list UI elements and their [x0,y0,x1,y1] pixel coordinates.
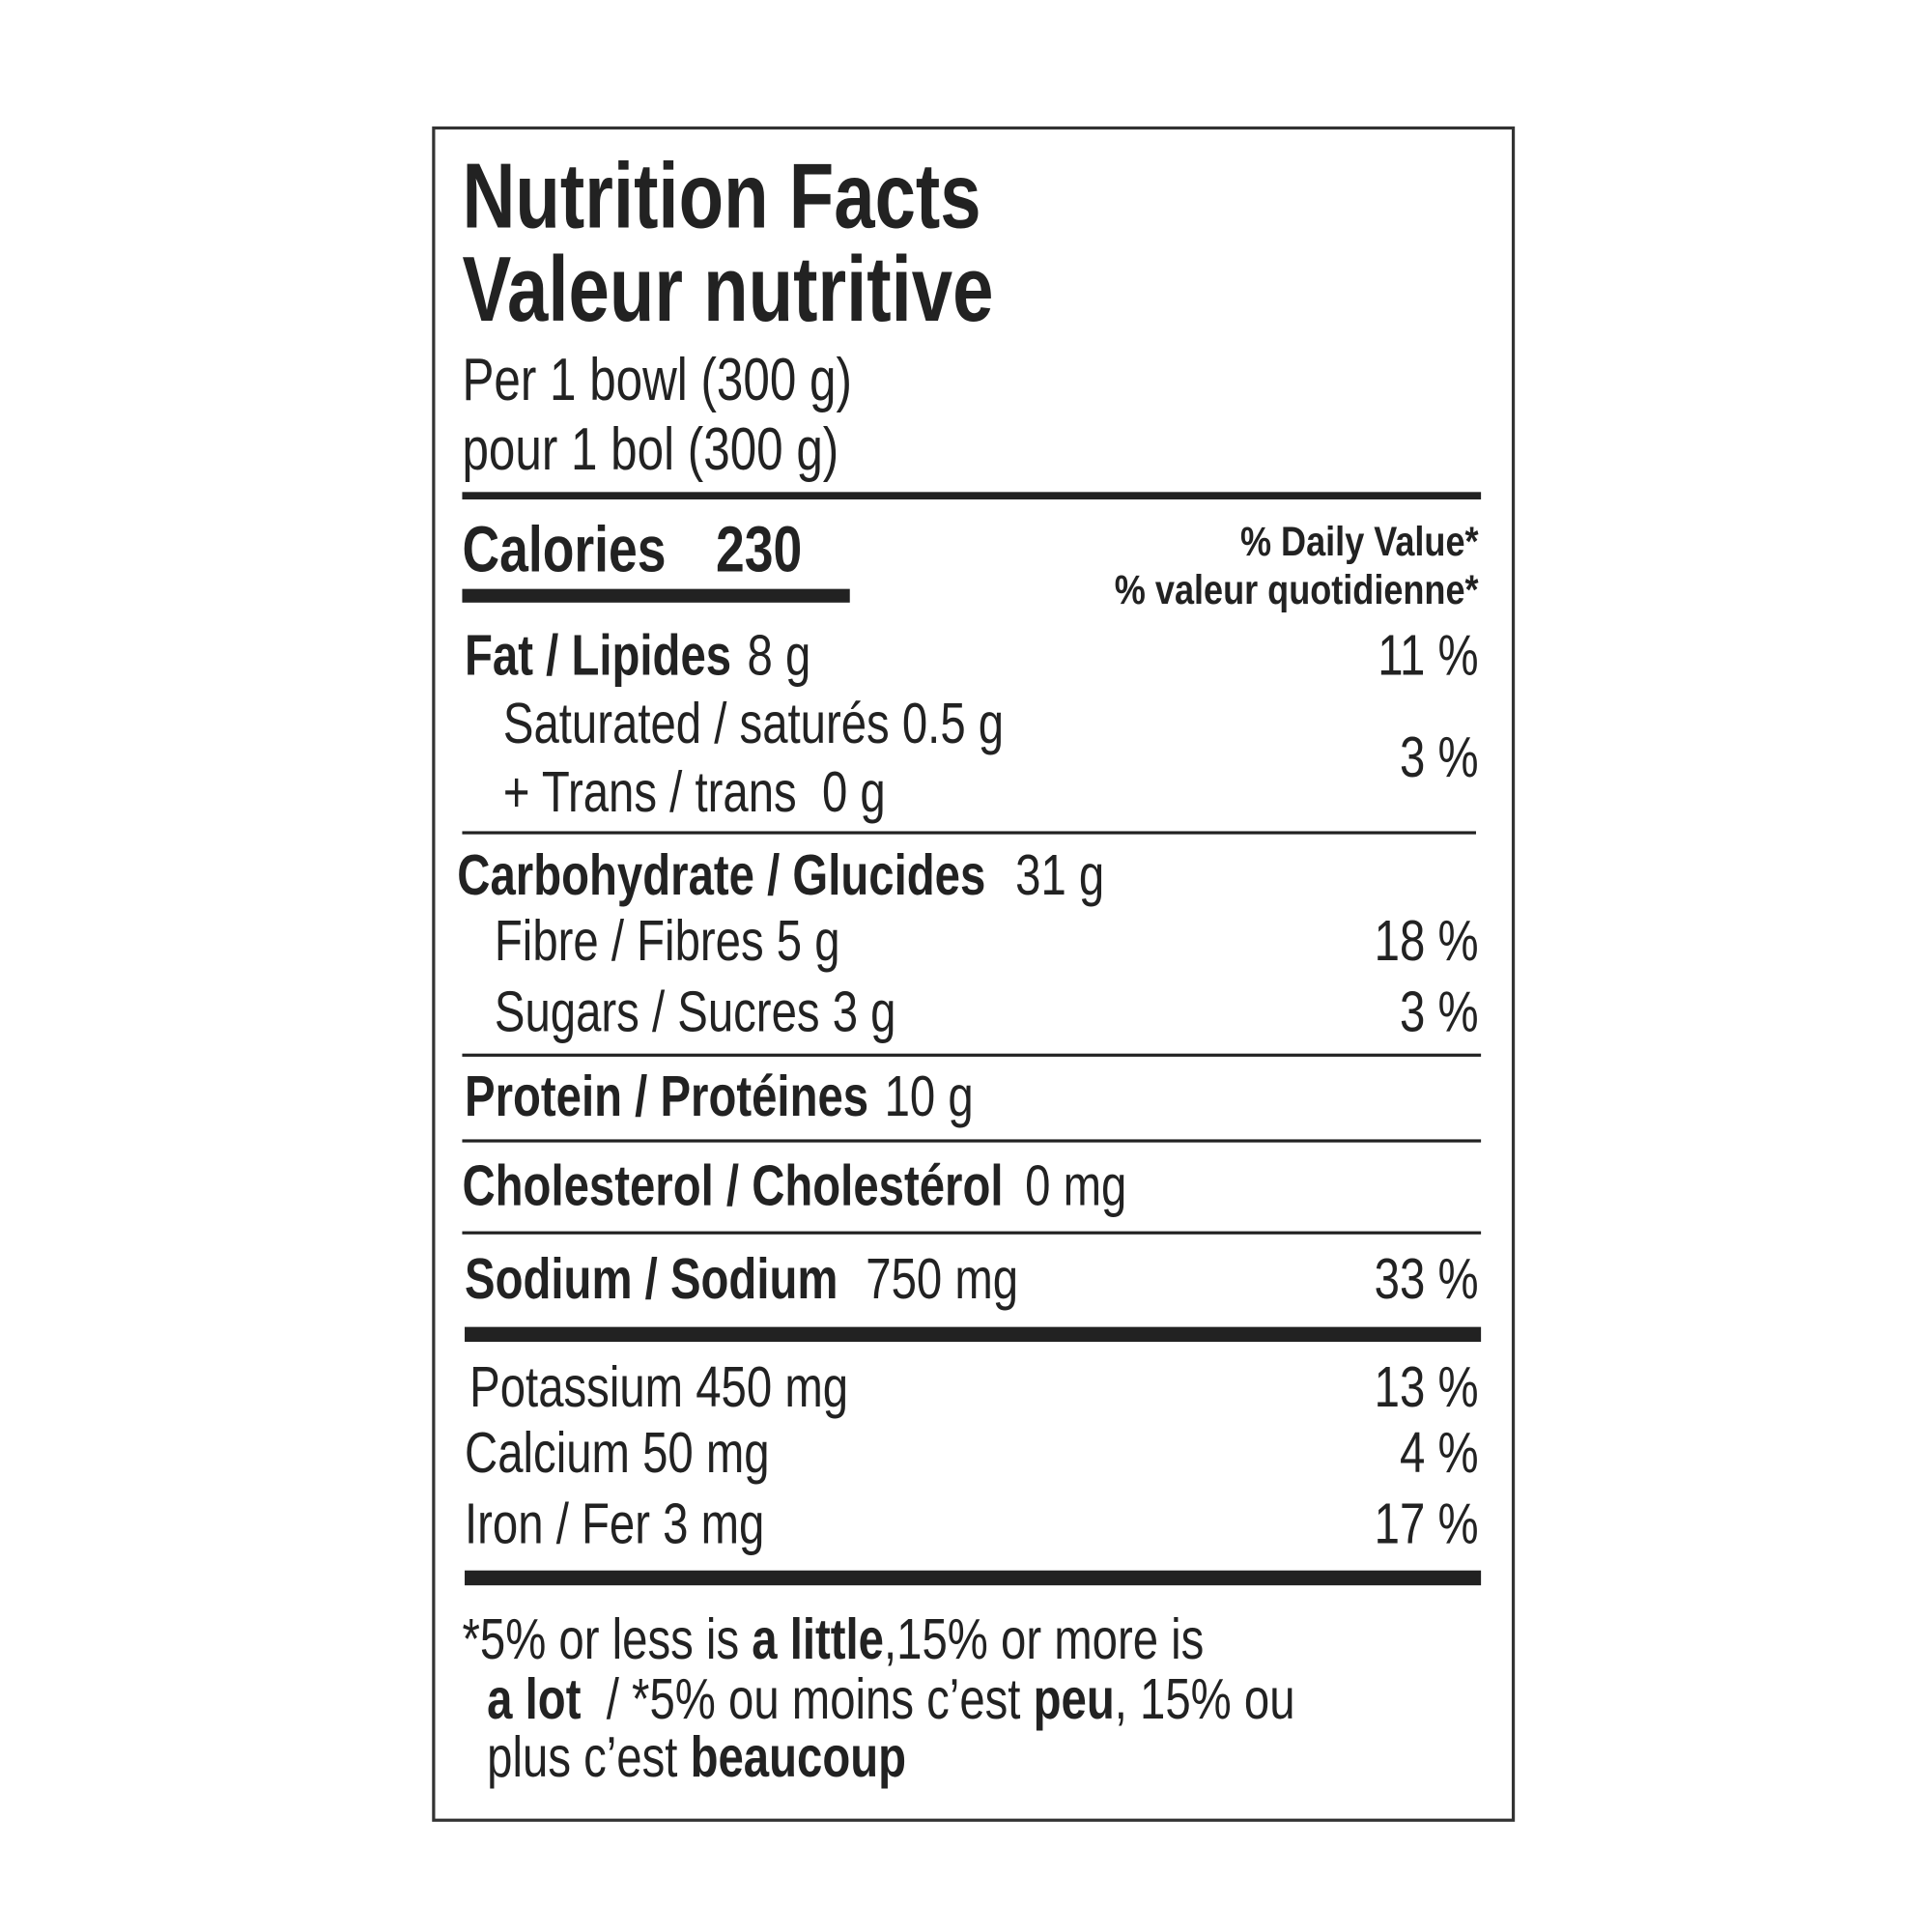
thick-rule [462,492,1482,500]
nutrient-name: Fat / Lipides [465,624,731,687]
footnote-text: , 15% ou [1115,1668,1295,1731]
text-group: Potassium 450 mg [469,1356,848,1419]
nutrient-line: Calcium 50 mg [465,1422,770,1485]
nutrient-line: Sugars / Sucres 3 g [495,981,896,1044]
calories-bar [462,588,850,603]
text-group: 18 % [1375,910,1479,973]
text-group: 3 % [1400,981,1479,1044]
nutrient-line: Iron / Fer 3 mg [465,1493,764,1556]
daily-percent: 18 % [1375,910,1479,973]
serving-en: Per 1 bowl (300 g) [462,346,851,413]
text-group: Valeur nutritive [462,239,993,341]
text-group: plus c’est beaucoup [487,1726,906,1789]
daily-percent: 3 % [1400,726,1479,789]
nutrient-amount: 31 g [1015,844,1104,907]
nutrient-line: Saturated / saturés 0.5 g [503,693,1004,755]
text-block: Cholesterol / Cholestérol 0 mg [462,1155,1126,1218]
label-border [432,126,1516,1822]
text-group: + Trans / trans 0 g [503,761,886,824]
daily-percent: 33 % [1375,1248,1479,1311]
footnote-line: a lot / *5% ou moins c’est peu, 15% ou [487,1668,1294,1731]
footnote-text: / *5% ou moins c’est [581,1668,1033,1731]
nutrient-amount: 0 mg [1025,1155,1126,1218]
nutrient-name: Sodium / Sodium [465,1248,838,1311]
daily-value-en: % Daily Value* [1240,519,1479,564]
calories: Calories 230 [462,513,802,585]
serving-fr: pour 1 bol (300 g) [462,415,838,483]
text-group: *5% or less is a little,15% or more is [462,1608,1204,1671]
text-group: Fat / Lipides 8 g [465,624,810,687]
thick-rule [465,1570,1482,1586]
footnote-line: plus c’est beaucoup [487,1726,906,1789]
daily-percent: 3 % [1400,981,1479,1044]
nutrient-line: Fibre / Fibres 5 g [495,910,840,973]
nutrient-amount: 10 g [885,1065,974,1128]
footnote-text: ,15% or more is [884,1608,1204,1671]
title-en: Nutrition Facts [462,145,980,247]
text-group: 4 % [1400,1422,1479,1485]
text-block: Sodium / Sodium 750 mg [465,1248,1018,1311]
nutrient-amount: 750 mg [866,1248,1018,1311]
text-group: Cholesterol / Cholestérol 0 mg [462,1155,1126,1218]
thin-rule [462,831,1476,835]
nutrient-name: Protein / Protéines [465,1065,868,1128]
daily-percent: 17 % [1375,1493,1479,1556]
daily-value-fr: % valeur quotidienne* [1115,567,1479,612]
text-group: Fibre / Fibres 5 g [495,910,840,973]
nutrient-name: Carbohydrate / Glucides [457,844,985,907]
thin-rule [462,1053,1482,1057]
calories-value: 230 [716,513,802,585]
text-group: Iron / Fer 3 mg [465,1493,764,1556]
thin-rule [462,1139,1482,1143]
footnote-bold: a little [752,1608,884,1671]
text-group: Saturated / saturés 0.5 g [503,693,1004,755]
text-group: pour 1 bol (300 g) [462,415,838,483]
text-group: 3 % [1400,726,1479,789]
calories-label: Calories [462,513,666,585]
text-group: Protein / Protéines 10 g [465,1065,974,1128]
text-block: Protein / Protéines 10 g [465,1065,974,1128]
text-group: Sugars / Sucres 3 g [495,981,896,1044]
text-group: Nutrition Facts [462,145,980,247]
nutrient-line: Potassium 450 mg [469,1356,848,1419]
footnote-line: *5% or less is a little,15% or more is [462,1608,1204,1671]
thick-rule [465,1326,1482,1343]
title-fr: Valeur nutritive [462,239,993,341]
text-group: Calories 230 [462,513,802,585]
nutrient-amount: 8 g [748,624,811,687]
text-group: 13 % [1375,1356,1479,1419]
footnote-bold: peu [1034,1668,1115,1731]
footnote-text: *5% or less is [462,1608,752,1671]
nutrient-name: Cholesterol / Cholestérol [462,1155,1003,1218]
footnote-bold: beaucoup [691,1726,906,1789]
text-block: Fat / Lipides 8 g [465,624,810,687]
text-group: 11 % [1378,624,1478,687]
text-group: a lot / *5% ou moins c’est peu, 15% ou [487,1668,1294,1731]
text-block: Carbohydrate / Glucides 31 g [457,844,1104,907]
thin-rule [462,1231,1482,1235]
footnote-bold: a lot [487,1668,581,1731]
text-group: Sodium / Sodium 750 mg [465,1248,1018,1311]
text-group: Carbohydrate / Glucides 31 g [457,844,1104,907]
text-group: % Daily Value* [1240,519,1479,564]
text-group: 17 % [1375,1493,1479,1556]
daily-percent: 4 % [1400,1422,1479,1485]
daily-percent: 13 % [1375,1356,1479,1419]
footnote-text: plus c’est [487,1726,690,1789]
daily-percent: 11 % [1378,624,1478,687]
text-group: Calcium 50 mg [465,1422,770,1485]
text-group: % valeur quotidienne* [1115,567,1479,612]
text-group: Per 1 bowl (300 g) [462,346,851,413]
text-group: 33 % [1375,1248,1479,1311]
nutrient-line: + Trans / trans 0 g [503,761,886,824]
